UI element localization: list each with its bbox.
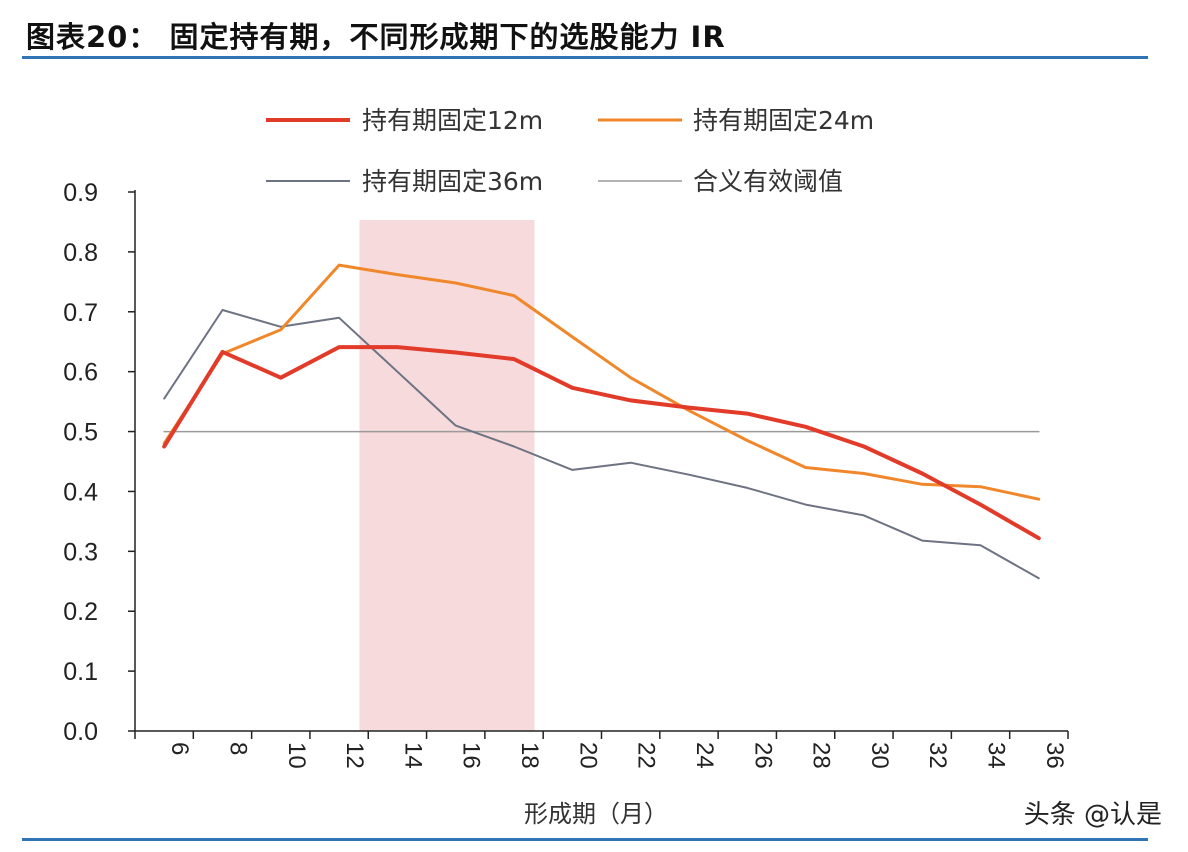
legend-label: 持有期固定24m (693, 106, 874, 135)
axes: 0.0 0.1 0.2 0.3 0.4 0.5 0.6 0.7 0.8 0.9 6 8 10 12 14 16… (63, 179, 1069, 769)
x-tick-label: 30 (866, 742, 893, 769)
x-tick-label: 20 (574, 742, 601, 769)
series-layer (162, 263, 1041, 580)
y-tick-label: 0.2 (63, 598, 98, 626)
x-tick-label: 32 (924, 742, 951, 769)
legend-label: 持有期固定12m (362, 106, 543, 135)
y-tick-label: 0.7 (63, 299, 98, 327)
x-tick-label: 28 (808, 742, 835, 769)
y-tick-label: 0.9 (63, 179, 98, 207)
top-divider (22, 56, 1148, 59)
highlight-band-layer (359, 220, 535, 731)
highlight-band (359, 220, 535, 731)
x-tick-label: 6 (166, 742, 193, 755)
y-tick-label: 0.4 (63, 478, 98, 506)
x-tick-label: 8 (224, 742, 251, 755)
x-tick-label: 22 (633, 742, 660, 769)
x-tick-label: 36 (1041, 742, 1068, 769)
x-tick-label: 18 (516, 742, 543, 769)
watermark: 头条 @认是 (1023, 800, 1162, 830)
y-tick-label: 0.6 (63, 359, 98, 387)
y-tick-label: 0.8 (63, 239, 98, 267)
x-tick-label: 12 (341, 742, 368, 769)
y-tick-label: 0.1 (63, 658, 98, 686)
y-tick-label: 0.0 (63, 718, 98, 746)
legend-label: 持有期固定36m (362, 167, 543, 196)
x-tick-label: 26 (749, 742, 776, 769)
bottom-divider (22, 838, 1148, 841)
legend: 持有期固定12m 持有期固定24m 持有期固定36m 合义有效阈值 (266, 106, 874, 196)
x-tick-label: 14 (399, 742, 426, 769)
legend-label: 合义有效阈值 (693, 167, 843, 196)
x-axis-title: 形成期（月） (524, 800, 668, 828)
x-tick-label: 34 (983, 742, 1010, 769)
series-line-1 (162, 345, 1041, 541)
chart-title: 图表20： 固定持有期，不同形成期下的选股能力 IR (26, 20, 726, 54)
series-line-3 (163, 309, 1040, 580)
x-tick-label: 10 (283, 742, 310, 769)
y-tick-label: 0.5 (63, 419, 98, 447)
series-line-2 (162, 263, 1041, 501)
x-tick-label: 24 (691, 742, 718, 769)
y-tick-label: 0.3 (63, 538, 98, 566)
x-tick-label: 16 (458, 742, 485, 769)
